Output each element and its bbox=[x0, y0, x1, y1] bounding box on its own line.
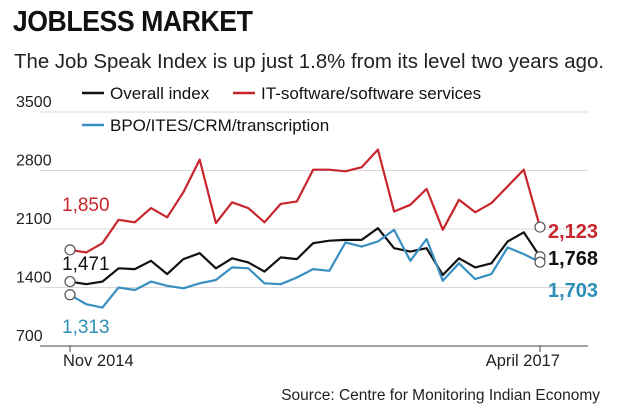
y-tick-label: 700 bbox=[16, 328, 43, 345]
legend-label: Overall index bbox=[110, 84, 210, 103]
end-value-label: 1,703 bbox=[548, 280, 598, 302]
y-axis: 3500 2800 2100 1400 700 bbox=[16, 94, 52, 345]
data-point-marker bbox=[64, 275, 76, 288]
data-point-marker bbox=[534, 221, 546, 233]
data-point-marker bbox=[64, 244, 76, 256]
source-note: Source: Centre for Monitoring Indian Eco… bbox=[281, 387, 600, 404]
series-lines bbox=[64, 148, 546, 309]
data-labels: 1,850 2,123 1,471 1,768 1,313 1,703 bbox=[62, 195, 598, 338]
start-value-label: 1,850 bbox=[62, 195, 110, 216]
y-tick-label: 3500 bbox=[16, 94, 52, 111]
x-start-label: Nov 2014 bbox=[63, 352, 134, 370]
end-value-label: 2,123 bbox=[548, 221, 598, 243]
legend-label: BPO/ITES/CRM/transcription bbox=[110, 116, 329, 135]
start-value-label: 1,471 bbox=[62, 254, 110, 275]
x-end-label: April 2017 bbox=[486, 352, 560, 370]
y-tick-label: 1400 bbox=[16, 270, 52, 287]
grid bbox=[40, 111, 588, 288]
series-line-overall bbox=[69, 227, 541, 286]
series-line-bpo bbox=[69, 228, 541, 309]
end-value-label: 1,768 bbox=[548, 248, 598, 270]
chart-subtitle: The Job Speak Index is up just 1.8% from… bbox=[14, 50, 604, 73]
data-point-marker bbox=[64, 289, 76, 301]
start-value-label: 1,313 bbox=[62, 317, 110, 338]
series-line-it bbox=[69, 148, 542, 254]
chart-title: JOBLESS MARKET bbox=[13, 5, 253, 37]
y-tick-label: 2100 bbox=[16, 211, 52, 228]
y-tick-label: 2800 bbox=[16, 153, 52, 170]
legend: Overall index IT-software/software servic… bbox=[82, 84, 481, 135]
data-point-marker bbox=[534, 256, 546, 268]
legend-label: IT-software/software services bbox=[261, 84, 481, 103]
